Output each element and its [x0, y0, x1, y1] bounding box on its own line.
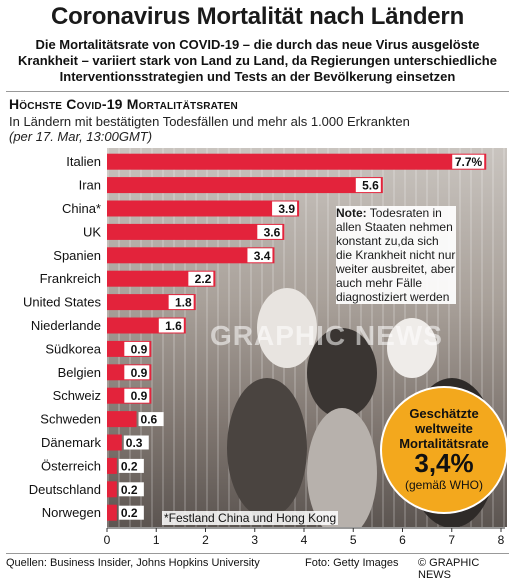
value-label: 2.2	[195, 272, 212, 286]
value-label: 3.9	[278, 202, 295, 216]
value-label: 3.4	[254, 249, 271, 263]
bar	[107, 177, 383, 194]
section-date-note: (per 17. Mar, 13:00GMT)	[9, 129, 153, 144]
value-label: 0.9	[131, 389, 148, 403]
value-label-bg	[158, 318, 184, 333]
value-label: 1.6	[165, 319, 182, 333]
category-label: Iran	[79, 178, 101, 193]
value-label-bg	[124, 365, 150, 380]
value-label-bg	[272, 201, 298, 216]
value-label: 0.2	[121, 483, 138, 497]
value-label: 0.9	[131, 342, 148, 356]
category-label: Italien	[66, 154, 101, 169]
value-label-bg	[138, 412, 164, 427]
value-label-bg	[118, 458, 144, 473]
x-tick-label: 3	[251, 533, 258, 547]
value-label: 0.2	[121, 459, 138, 473]
category-label: Deutschland	[29, 482, 101, 497]
value-label-bg	[124, 341, 150, 356]
who-callout: Geschätzte weltweite Mortalitätsrate 3,4…	[380, 386, 508, 514]
x-tick-label: 1	[153, 533, 160, 547]
value-label-bg	[247, 248, 273, 263]
x-tick-label: 7	[448, 533, 455, 547]
category-label: Österreich	[41, 458, 101, 473]
value-label-bg	[188, 271, 214, 286]
divider-bottom	[6, 553, 509, 554]
x-tick-label: 4	[301, 533, 308, 547]
value-label: 5.6	[362, 179, 379, 193]
value-label-bg	[355, 178, 381, 193]
category-label: Frankreich	[40, 271, 101, 286]
x-tick-label: 5	[350, 533, 357, 547]
value-label: 3.6	[264, 225, 281, 239]
category-label: Schweiz	[53, 388, 101, 403]
section-subheading: In Ländern mit bestätigten Todesfällen u…	[9, 114, 410, 129]
page-subtitle: Die Mortalitätsrate von COVID-19 – die d…	[18, 37, 497, 84]
category-label: Schweden	[40, 412, 101, 427]
value-label-bg	[118, 505, 144, 520]
note-text: Todesraten in allen Staaten nehmen konst…	[336, 206, 456, 304]
value-label-bg	[123, 435, 149, 450]
category-label: Belgien	[58, 365, 101, 380]
bar	[107, 457, 117, 474]
category-label: Norwegen	[42, 505, 101, 520]
note-box: Note: Todesraten in allen Staaten nehmen…	[336, 206, 456, 304]
value-label: 0.2	[121, 506, 138, 520]
bar	[107, 504, 117, 521]
value-label: 0.3	[126, 436, 143, 450]
section-heading: Höchste Covid-19 Mortalitätsraten	[9, 96, 238, 112]
category-label: China*	[62, 201, 101, 216]
bar	[107, 247, 275, 264]
note-label: Note:	[336, 206, 367, 220]
callout-value: 3,4%	[414, 448, 474, 478]
value-label-bg	[168, 295, 194, 310]
value-label-bg	[118, 482, 144, 497]
value-label-bg	[257, 224, 283, 239]
bar	[107, 200, 300, 217]
footer-sources: Quellen: Business Insider, Johns Hopkins…	[6, 557, 260, 569]
category-label: Niederlande	[31, 318, 101, 333]
watermark: GRAPHIC NEWS	[210, 320, 443, 351]
callout-source: (gemäß WHO)	[405, 478, 483, 492]
category-label: Südkorea	[45, 341, 101, 356]
category-label: UK	[83, 224, 101, 239]
x-tick-label: 8	[498, 533, 505, 547]
bar	[107, 411, 137, 428]
bar	[107, 270, 216, 287]
value-label-bg	[124, 388, 150, 403]
category-label: Dänemark	[41, 435, 101, 450]
x-tick-label: 0	[104, 533, 111, 547]
bar	[107, 223, 285, 240]
value-label: 0.6	[141, 413, 158, 427]
footer-photo-credit: Foto: Getty Images	[305, 557, 399, 569]
category-label: Spanien	[53, 248, 101, 263]
value-label: 0.9	[131, 366, 148, 380]
x-tick-label: 6	[399, 533, 406, 547]
bar	[107, 481, 117, 498]
value-label: 1.8	[175, 296, 192, 310]
footnote: *Festland China und Hong Kong	[162, 511, 339, 525]
footer-copyright: © GRAPHIC NEWS	[418, 557, 480, 581]
callout-label: Geschätzte weltweite Mortalitätsrate	[399, 406, 489, 451]
value-label: 7.7%	[455, 155, 483, 169]
value-label-bg	[452, 154, 485, 169]
bar	[107, 153, 487, 170]
bar	[107, 434, 122, 451]
divider-top	[6, 91, 509, 92]
page-title: Coronavirus Mortalität nach Ländern	[50, 3, 465, 30]
category-label: United States	[23, 295, 102, 310]
x-tick-label: 2	[202, 533, 209, 547]
